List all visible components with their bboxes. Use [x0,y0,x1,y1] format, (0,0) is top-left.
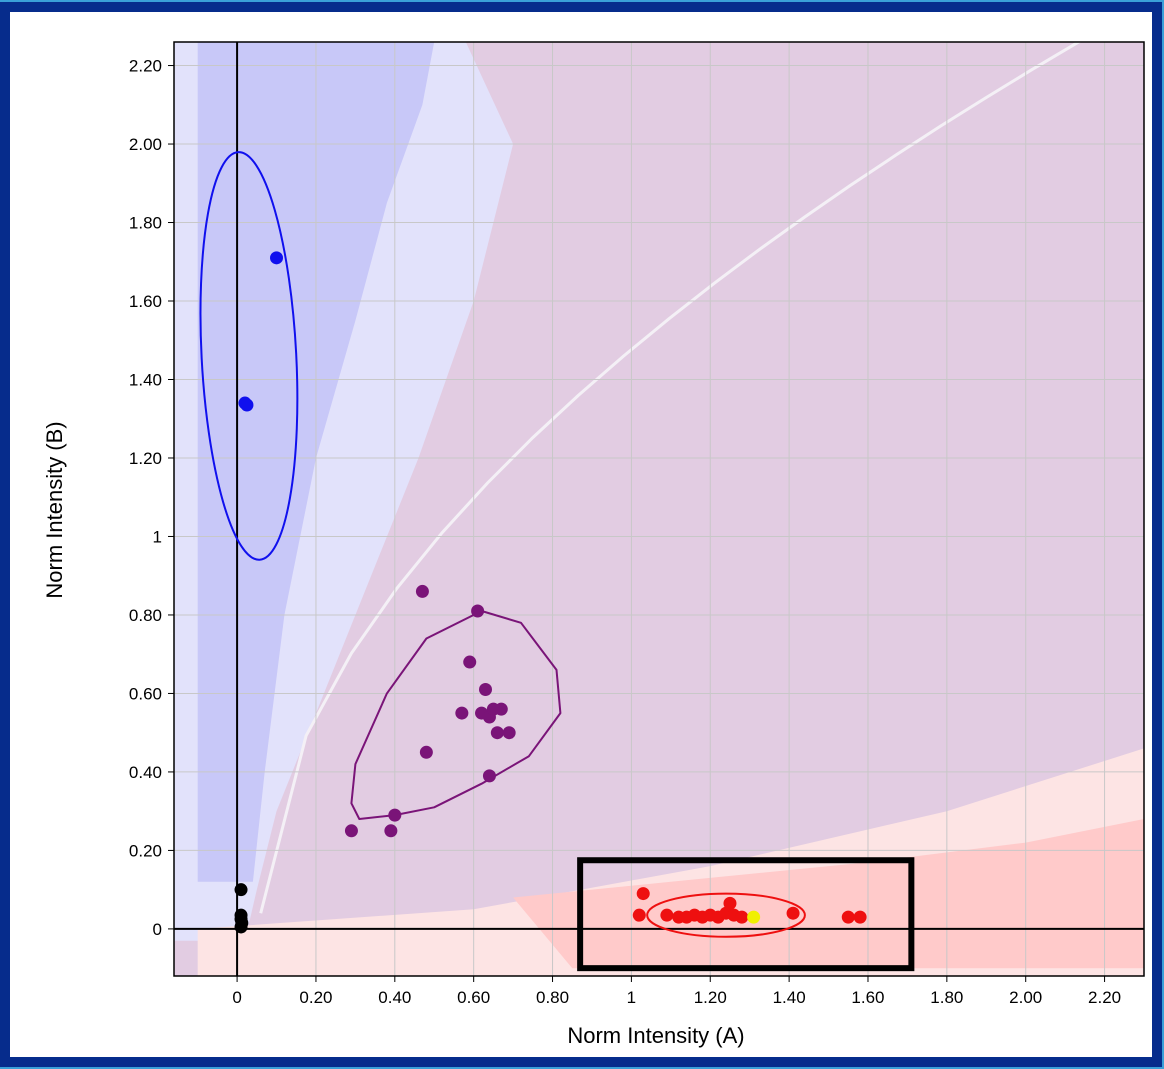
purple-cluster-point [502,726,516,740]
y-tick-label: 0.80 [129,606,162,625]
red-cluster-point [841,910,855,924]
x-tick-label: 1.60 [851,988,884,1007]
y-tick-label: 0.60 [129,684,162,703]
plot-area-frame [173,41,1145,977]
red-cluster-point [632,908,646,922]
blue-cluster-point [270,251,284,265]
black-cluster-point [234,883,248,897]
x-tick-label: 1.20 [694,988,727,1007]
data-points [234,251,867,934]
purple-cluster-point [344,824,358,838]
x-axis-ticks: 0 0.20 0.40 0.60 0.80 1 1.20 1.40 1.60 1.80 2.00 2.… [232,976,1121,1007]
x-tick-label: 0.40 [378,988,411,1007]
y-axis-ticks: 0 0.20 0.40 0.60 0.80 1 1.20 1.40 1.60 1.80 2.00 2.… [129,57,174,939]
y-tick-label: 2.20 [129,57,162,76]
purple-cluster-point [463,655,477,669]
classification-regions [174,42,1144,976]
red-cluster-ellipse [646,892,806,938]
y-tick-label: 0.20 [129,841,162,860]
purple-cluster-point [455,706,469,720]
y-tick-label: 1.60 [129,292,162,311]
red-cluster-point [723,896,737,910]
purple-cluster-point [471,604,485,618]
y-tick-label: 1.20 [129,449,162,468]
x-tick-label: 2.20 [1088,988,1121,1007]
x-axis-label: Norm Intensity (A) [567,1023,744,1048]
y-tick-label: 2.00 [129,135,162,154]
purple-cluster-point [388,808,402,822]
x-tick-label: 0.60 [457,988,490,1007]
purple-cluster-outline [350,610,562,820]
x-tick-label: 1.40 [773,988,806,1007]
purple-cluster-point [482,769,496,783]
y-axis-label: Norm Intensity (B) [42,421,67,598]
red-cluster-point [853,910,867,924]
y-tick-label: 1.80 [129,214,162,233]
purple-cluster-point [490,726,504,740]
x-tick-label: 1 [627,988,636,1007]
red-cluster-point [735,910,749,924]
red-cluster-point [786,906,800,920]
y-tick-label: 1 [153,527,162,546]
red-cluster-point [636,887,650,901]
black-cluster-point [234,920,248,934]
x-tick-label: 0.80 [536,988,569,1007]
purple-cluster-point [419,745,433,759]
x-tick-label: 0.20 [299,988,332,1007]
y-tick-label: 0 [153,920,162,939]
blue-region [197,42,435,882]
highlight-point-point [747,910,761,924]
purple-cluster-point [384,824,398,838]
cluster-ellipses [199,151,806,938]
purple-cluster-point [494,702,508,716]
blue-cluster-ellipse [199,151,299,561]
y-tick-label: 0.40 [129,763,162,782]
x-tick-label: 2.00 [1009,988,1042,1007]
purple-cluster-point [415,584,429,598]
x-tick-label: 0 [232,988,241,1007]
blue-cluster-point [240,398,254,412]
selection-box[interactable] [577,857,915,972]
zero-axes [174,42,1144,976]
region-boundary [259,42,1082,914]
x-tick-label: 1.80 [930,988,963,1007]
purple-cluster-point [479,683,493,697]
y-tick-label: 1.40 [129,370,162,389]
selection-rectangle[interactable] [577,857,915,972]
red-cluster-point [660,908,674,922]
